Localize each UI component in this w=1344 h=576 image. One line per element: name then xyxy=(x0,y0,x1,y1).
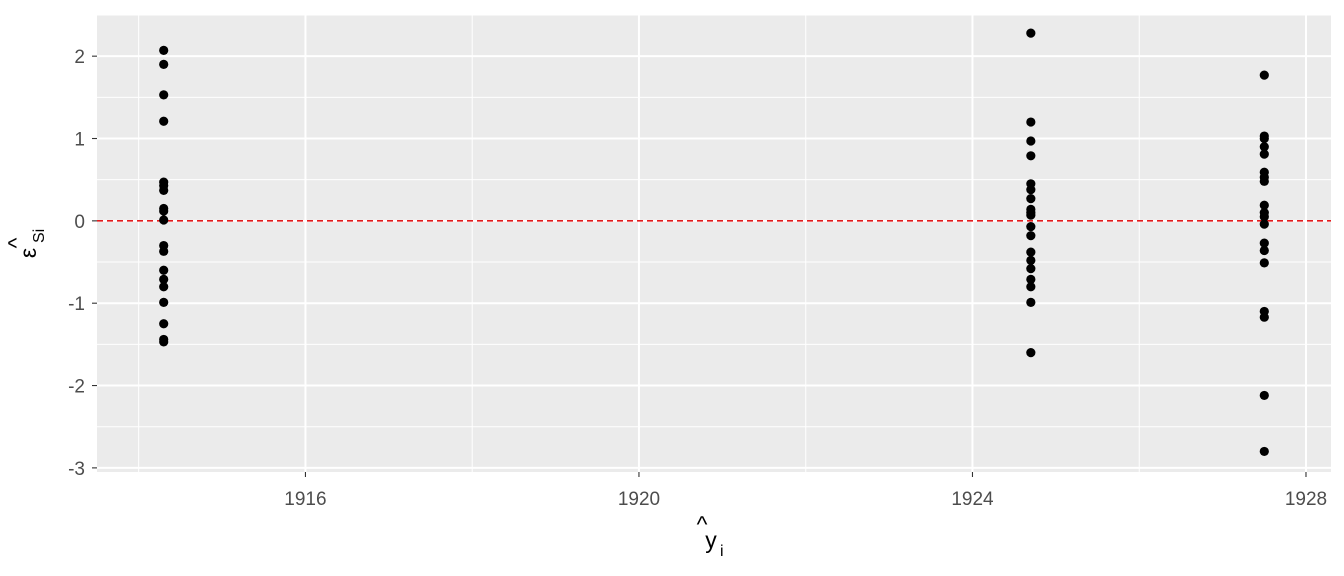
data-point xyxy=(159,337,169,347)
x-tick-label: 1920 xyxy=(618,489,660,510)
data-point xyxy=(159,282,169,292)
y-axis-title: ^ ε Si xyxy=(3,229,48,258)
data-point xyxy=(1026,247,1036,257)
data-point xyxy=(1026,136,1036,146)
data-point xyxy=(1259,390,1269,401)
data-point xyxy=(1026,255,1036,265)
y-tick-label: -1 xyxy=(68,294,85,315)
data-point xyxy=(1259,149,1269,159)
y-tick-label: 0 xyxy=(74,212,85,233)
minor-gridlines xyxy=(97,14,1331,472)
data-point xyxy=(159,265,169,275)
major-gridlines xyxy=(97,15,1331,472)
y-tick-label: 1 xyxy=(74,130,85,151)
data-point xyxy=(159,297,169,307)
x-axis-title-hat: ^ xyxy=(697,511,708,537)
data-point xyxy=(1259,70,1269,80)
data-point xyxy=(1026,222,1036,232)
data-points xyxy=(159,28,1269,457)
data-point xyxy=(1026,348,1036,358)
data-point xyxy=(1026,194,1036,204)
data-point xyxy=(1259,200,1269,210)
x-tick-label: 1924 xyxy=(951,489,994,510)
y-tick-label: 2 xyxy=(74,47,85,68)
x-axis-title-base: y xyxy=(705,527,717,553)
data-point xyxy=(159,206,169,216)
y-axis: -3 -2 -1 0 1 2 xyxy=(68,47,97,480)
data-point xyxy=(159,90,169,100)
data-point xyxy=(1259,312,1269,322)
data-point xyxy=(1026,282,1036,292)
data-point xyxy=(1259,258,1269,268)
y-axis-title-base: ε xyxy=(15,248,41,258)
data-point xyxy=(1259,133,1269,144)
data-point xyxy=(1259,142,1269,152)
data-point xyxy=(1259,446,1269,457)
data-point xyxy=(159,185,169,195)
data-point xyxy=(1259,212,1269,222)
x-axis-title: ^ y i xyxy=(697,511,724,560)
data-point xyxy=(1259,238,1269,248)
y-tick-label: -2 xyxy=(68,377,85,398)
data-point xyxy=(1026,210,1036,220)
data-point xyxy=(159,215,169,225)
panel-background xyxy=(97,15,1331,472)
data-point xyxy=(1026,297,1036,307)
y-axis-title-hat: ^ xyxy=(3,237,29,248)
data-point xyxy=(1259,219,1269,229)
data-point xyxy=(159,319,169,329)
data-point xyxy=(1026,184,1036,195)
x-tick-label: 1928 xyxy=(1285,489,1327,510)
data-point xyxy=(159,274,169,284)
data-point xyxy=(1026,151,1036,161)
y-axis-title-subscript: Si xyxy=(31,229,48,243)
x-tick-label: 1916 xyxy=(284,489,326,510)
data-point xyxy=(1026,264,1036,274)
data-point xyxy=(1026,28,1036,38)
data-point xyxy=(1259,176,1269,186)
data-point xyxy=(1259,245,1269,256)
x-axis-title-subscript: i xyxy=(720,543,724,560)
data-point xyxy=(159,246,169,256)
data-point xyxy=(1026,231,1036,241)
data-point xyxy=(159,59,169,70)
data-point xyxy=(1026,274,1036,284)
y-tick-label: -3 xyxy=(68,459,85,480)
data-point xyxy=(159,45,169,56)
x-axis: 1916 1920 1924 1928 xyxy=(284,472,1327,510)
data-point xyxy=(159,116,169,126)
data-point xyxy=(1026,117,1036,127)
